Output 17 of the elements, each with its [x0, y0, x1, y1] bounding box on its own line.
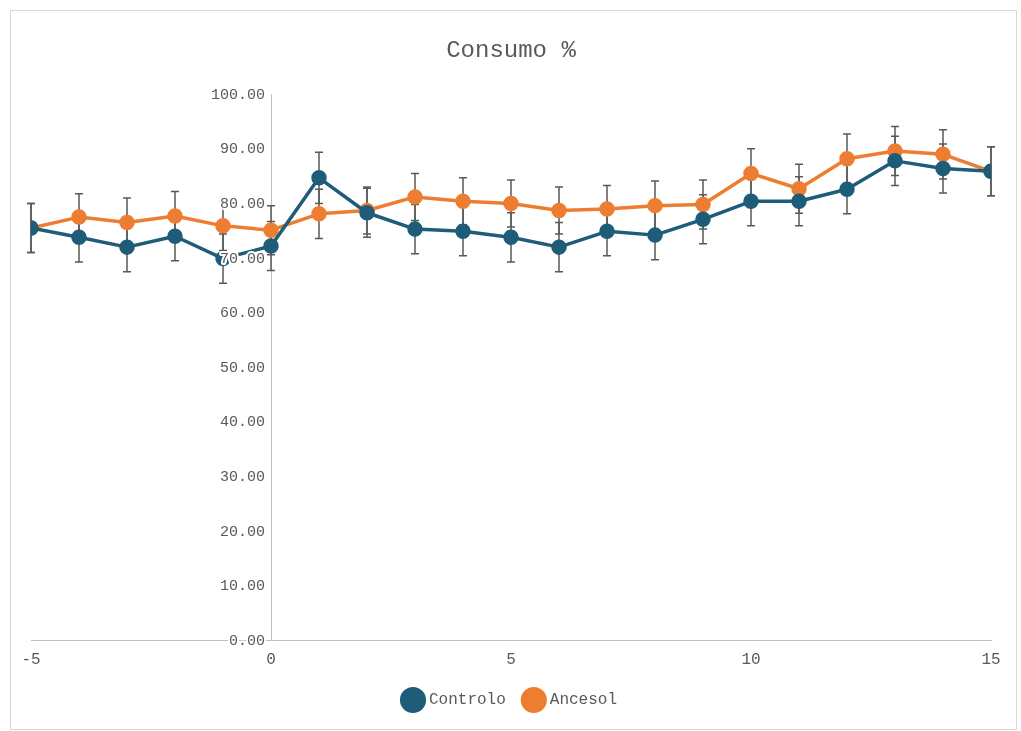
x-tick-label: -5 — [21, 650, 41, 669]
y-tick-label: 50.00 — [219, 359, 265, 377]
y-tick-label: 100.00 — [210, 86, 265, 104]
y-tick-label: 90.00 — [219, 141, 265, 159]
x-tick-label: 15 — [981, 650, 1001, 669]
y-tick-label: 10.00 — [219, 578, 265, 596]
legend-label: Ancesol — [549, 691, 618, 710]
x-tick-label: 10 — [741, 650, 761, 669]
chart-title: Consumo % — [446, 36, 577, 64]
x-tick-label: 0 — [266, 650, 276, 669]
legend-label: Controlo — [428, 691, 506, 710]
x-tick-label: 5 — [506, 650, 516, 669]
y-tick-label: 0.00 — [228, 632, 265, 650]
y-tick-label: 40.00 — [219, 414, 265, 432]
y-tick-label: 30.00 — [219, 468, 265, 486]
y-tick-label: 20.00 — [219, 523, 265, 541]
y-tick-label: 60.00 — [219, 305, 265, 323]
